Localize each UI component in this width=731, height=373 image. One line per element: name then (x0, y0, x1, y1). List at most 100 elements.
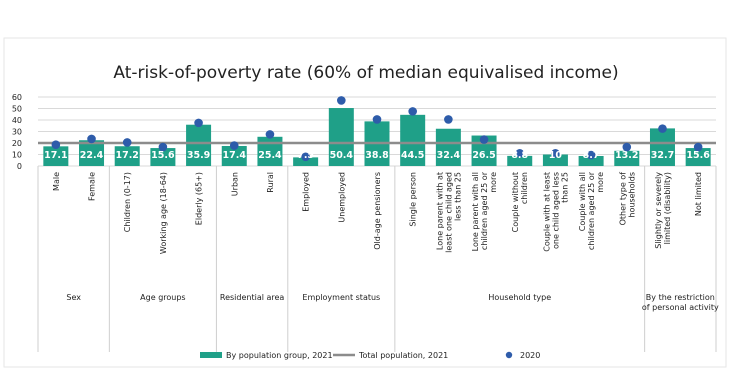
bar (578, 155, 604, 166)
group-label-line: Employment status (302, 293, 380, 302)
category-label: Unemployed (337, 172, 346, 223)
category-label-line: Children (0-17) (123, 172, 132, 232)
legend: By population group, 2021 Total populatio… (200, 351, 540, 360)
dot-2020 (229, 141, 239, 150)
category-label-line: least one child aged (444, 172, 453, 253)
legend-swatch-bar (200, 352, 222, 358)
bar-value-label: 8.7 (583, 150, 600, 161)
category-label-line: Unemployed (337, 172, 346, 223)
bar (328, 108, 354, 166)
group-label: Sex (66, 293, 81, 302)
category-label: Lone parent with allchildren aged 25 orm… (471, 171, 498, 251)
bar-value-label: 7.5 (297, 150, 314, 161)
bar (79, 140, 105, 166)
chart-frame-border (3, 37, 727, 368)
bar-value-label: 50.4 (330, 150, 354, 161)
bar-value-labels: 17.1 22.4 17.2 15.6 35.9 17.4 25.4 7.5 50.4 38.8 4… (44, 150, 710, 161)
group-label-line: Residential area (220, 293, 285, 302)
dot-2020 (551, 149, 560, 158)
bar-value-label: 15.6 (151, 150, 175, 161)
category-label-line: Lone parent with at (435, 172, 444, 250)
bar-value-label: 32.7 (651, 150, 674, 161)
bar-value-label: 17.1 (44, 150, 67, 161)
group-label-line: By the restriction (646, 293, 715, 302)
dot-2020 (479, 135, 489, 144)
category-label-line: Not limited (694, 172, 703, 216)
bar-value-label: 38.8 (365, 150, 389, 161)
category-label-line: Lone parent with all (471, 172, 480, 251)
bar-value-label: 26.5 (472, 150, 495, 161)
bar-value-label: 8.8 (511, 150, 528, 161)
bar (43, 146, 69, 166)
category-label-line: Urban (230, 172, 239, 196)
bar (186, 124, 212, 166)
category-labels: Male Female Children (0-17) Working age (18… (52, 171, 703, 254)
bar-value-label: 32.4 (437, 150, 461, 161)
category-label-line: Elderly (65+) (195, 172, 204, 225)
group-label-line: Age groups (140, 293, 185, 302)
y-tick-label: 40 (12, 116, 22, 125)
bar (293, 157, 319, 166)
dot-2020 (515, 149, 525, 158)
bar (221, 145, 247, 166)
category-label: Other type ofhouseholds (618, 172, 636, 226)
dot-2020 (408, 107, 417, 116)
category-label-line: Single person (409, 172, 418, 227)
dot-2020 (87, 134, 96, 144)
category-label: Urban (230, 172, 239, 196)
category-label: Working age (18-64) (159, 172, 168, 254)
category-label-line: Employed (302, 172, 311, 212)
dot-2020 (158, 142, 168, 152)
dot-2020 (658, 124, 667, 133)
dot-2020 (622, 142, 632, 152)
category-label: Lone parent with atleast one child agedl… (435, 172, 462, 253)
legend-label: Total population, 2021 (358, 351, 448, 360)
bar (542, 154, 568, 166)
bar (114, 146, 140, 166)
y-tick-label: 20 (12, 139, 22, 148)
y-tick-label: 0 (17, 162, 22, 171)
category-label-line: children (520, 172, 529, 204)
bars (43, 108, 711, 166)
group-label-line: of personal activity (642, 303, 719, 312)
chart-title: At-risk-of-poverty rate (60% of median e… (113, 63, 618, 83)
category-label-line: Male (52, 172, 61, 191)
category-label: Not limited (694, 172, 703, 216)
category-label-line: Rural (266, 172, 275, 193)
bar (507, 155, 533, 166)
bar-value-label: 17.2 (115, 150, 138, 161)
category-label-line: households (627, 172, 636, 218)
legend-label: 2020 (520, 351, 540, 360)
bar (400, 114, 426, 166)
bar-value-label: 15.6 (686, 150, 710, 161)
category-label-line: children aged 25 or (480, 171, 489, 250)
bar (649, 128, 675, 166)
category-label-line: Female (88, 172, 97, 201)
bar-value-label: 22.4 (80, 150, 104, 161)
dot-2020 (693, 142, 703, 152)
bar-value-label: 25.4 (258, 150, 282, 161)
y-tick-label: 30 (12, 128, 22, 137)
category-label: Old-age pensioners (373, 172, 382, 250)
category-label-line: Working age (18-64) (159, 172, 168, 254)
bar (685, 148, 711, 166)
legend-label: By population group, 2021 (226, 351, 333, 360)
y-tick-label: 60 (12, 93, 22, 102)
category-label: Rural (266, 172, 275, 193)
group-label: By the restriction of personal activity (642, 293, 719, 312)
category-label: Slightly or severelylimited (disability) (654, 172, 672, 249)
bar (435, 128, 461, 166)
bar-value-label: 35.9 (187, 150, 210, 161)
category-label-line: more (489, 172, 498, 193)
group-labels: Sex Age groups Residential area Employment … (37, 166, 719, 352)
dots-2020 (51, 96, 703, 162)
dot-2020 (337, 96, 346, 105)
category-label-line: children aged 25 or (587, 171, 596, 250)
category-label: Elderly (65+) (195, 172, 204, 225)
bar (257, 136, 283, 166)
y-tick-label: 50 (12, 105, 22, 114)
bar (614, 150, 640, 166)
category-label-line: Old-age pensioners (373, 172, 382, 250)
bar (150, 148, 176, 166)
